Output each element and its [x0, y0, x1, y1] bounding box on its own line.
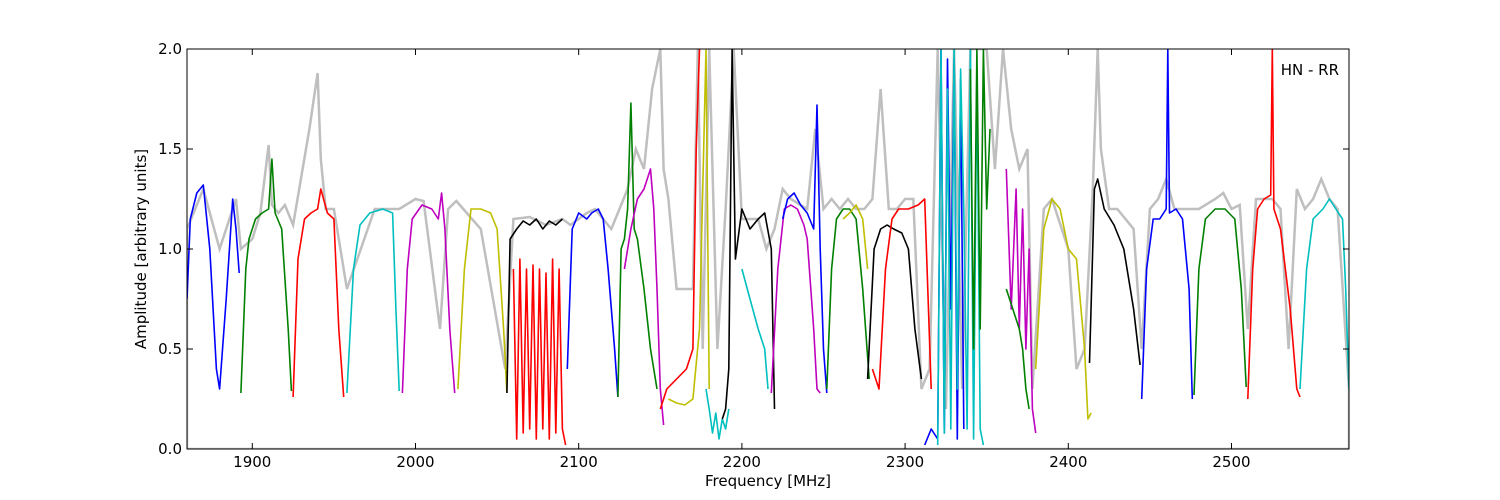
series-line-20: [842, 204, 869, 270]
x-axis-label: Frequency [MHz]: [705, 472, 831, 490]
series-line-14: [705, 388, 730, 440]
series-line-17: [770, 204, 821, 394]
panel-annotation: HN - RR: [1281, 61, 1339, 79]
series-line-18: [781, 104, 828, 394]
x-tick-label: 1900: [233, 453, 271, 471]
series-line-9: [566, 208, 619, 398]
series-line-22: [871, 198, 932, 390]
x-tick-label: 2200: [723, 453, 761, 471]
y-tick-label: 1.5: [158, 140, 182, 158]
series-line-28: [1034, 198, 1092, 420]
series-line-33: [1299, 198, 1349, 390]
x-axis: 1900 2000 2100 2200 2300 2400 2500: [233, 49, 1251, 471]
x-tick-label: 2100: [560, 453, 598, 471]
y-tick-label: 1.0: [158, 240, 182, 258]
x-tick-label: 2500: [1212, 453, 1250, 471]
series-line-26: [1005, 168, 1037, 434]
series-line-25: [969, 49, 991, 350]
series-line-3: [292, 188, 345, 398]
series-line-16: [741, 268, 769, 390]
series-line-32: [1247, 49, 1301, 400]
y-tick-label: 0.0: [158, 440, 182, 458]
series-line-7: [506, 218, 563, 394]
series-line-4: [346, 208, 400, 394]
series-line-10: [617, 102, 658, 398]
series-line-11: [623, 168, 665, 426]
series-line-15: [721, 49, 776, 420]
y-tick-label: 0.5: [158, 340, 182, 358]
y-axis: 0.0 0.5 1.0 1.5 2.0: [158, 40, 1349, 458]
plot-area: [187, 49, 1349, 449]
series-line-5: [401, 192, 456, 394]
series-line-30: [1140, 49, 1194, 400]
series-line-8: [512, 258, 567, 446]
series-line-6: [457, 208, 508, 394]
series-line-12: [659, 49, 701, 410]
x-tick-label: 2400: [1049, 453, 1087, 471]
series-line-21: [866, 224, 923, 380]
series-line-31: [1193, 208, 1247, 396]
y-tick-label: 2.0: [158, 40, 182, 58]
y-axis-label: Amplitude [arbitrary units]: [132, 149, 150, 349]
series-line-1: [187, 184, 240, 390]
x-tick-label: 2300: [886, 453, 924, 471]
x-tick-label: 2000: [396, 453, 434, 471]
series-layer: [187, 49, 1349, 446]
series-line-13: [668, 49, 710, 406]
series-line-27: [1005, 288, 1030, 410]
series-line-2: [240, 158, 293, 394]
series-line-19: [826, 208, 870, 390]
series-line-29: [1088, 178, 1141, 366]
